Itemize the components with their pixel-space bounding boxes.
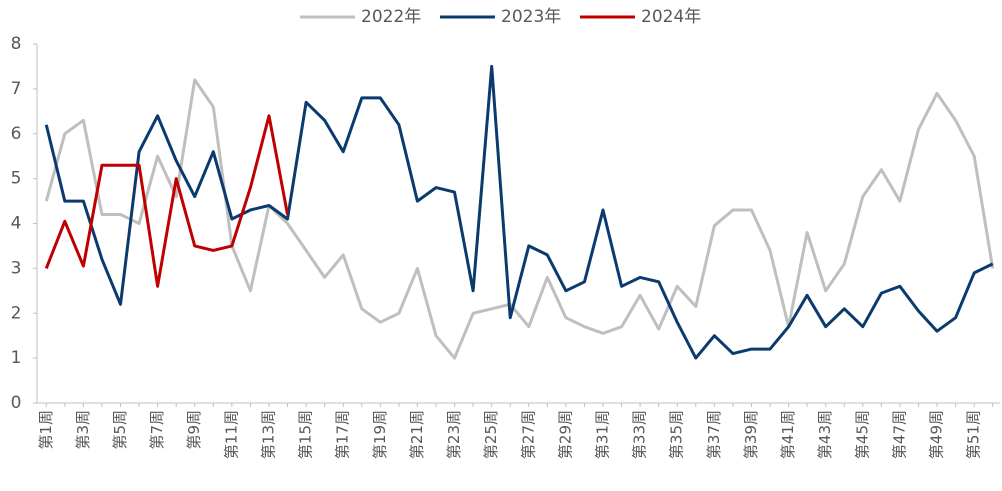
x-tick-label: 第17周 — [334, 410, 352, 459]
x-tick-label: 第13周 — [259, 410, 277, 459]
x-tick-label: 第41周 — [779, 410, 797, 459]
y-tick-label: 1 — [11, 348, 22, 368]
x-tick-label: 第19周 — [371, 410, 389, 459]
x-tick-label: 第1周 — [37, 410, 55, 450]
y-tick-label: 3 — [11, 258, 22, 278]
y-tick-label: 5 — [11, 169, 22, 189]
x-tick-label: 第47周 — [890, 410, 908, 459]
x-tick-label: 第3周 — [74, 410, 92, 450]
x-tick-label: 第49周 — [928, 410, 946, 459]
x-tick-label: 第11周 — [222, 410, 240, 459]
y-tick-label: 8 — [11, 34, 22, 54]
y-tick-label: 0 — [11, 393, 22, 413]
legend-label: 2023年 — [501, 7, 561, 27]
x-tick-label: 第23周 — [445, 410, 463, 459]
x-tick-label: 第27周 — [519, 410, 537, 459]
x-tick-label: 第7周 — [148, 410, 166, 450]
series-line — [44, 78, 995, 360]
y-tick-label: 4 — [11, 214, 22, 234]
x-tick-label: 第31周 — [594, 410, 612, 459]
x-tick-label: 第29周 — [556, 410, 574, 459]
y-tick-label: 7 — [11, 79, 22, 99]
x-tick-label: 第51周 — [965, 410, 983, 459]
series-line — [44, 114, 289, 288]
x-tick-label: 第9周 — [185, 410, 203, 450]
x-tick-label: 第37周 — [705, 410, 723, 459]
x-tick-label: 第33周 — [631, 410, 649, 459]
x-tick-label: 第43周 — [816, 410, 834, 459]
x-tick-label: 第5周 — [111, 410, 129, 450]
y-tick-label: 2 — [11, 303, 22, 323]
x-tick-label: 第25周 — [482, 410, 500, 459]
x-tick-label: 第15周 — [297, 410, 315, 459]
series-line — [44, 64, 994, 360]
x-tick-label: 第21周 — [408, 410, 426, 459]
x-tick-label: 第35周 — [668, 410, 686, 459]
legend-label: 2024年 — [641, 7, 701, 27]
x-tick-label: 第45周 — [853, 410, 871, 459]
legend-label: 2022年 — [361, 7, 421, 27]
y-tick-label: 6 — [11, 124, 22, 144]
x-tick-label: 第39周 — [742, 410, 760, 459]
